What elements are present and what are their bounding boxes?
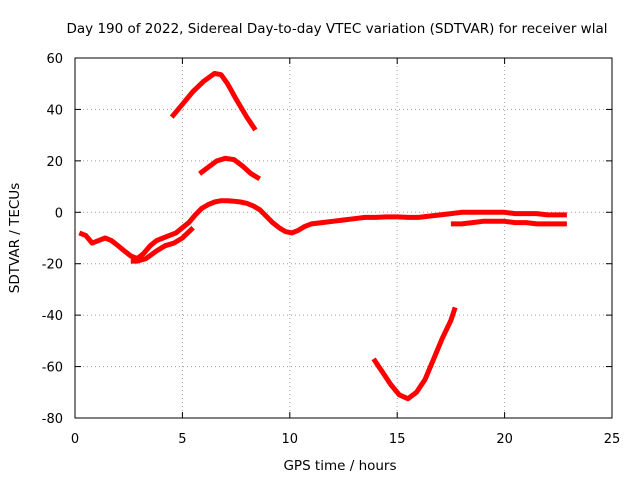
x-tick-label: 5 — [178, 432, 186, 447]
y-tick-label: 0 — [55, 206, 63, 221]
series-line-upper-band — [450, 218, 567, 227]
x-tick-label: 25 — [604, 432, 621, 447]
series-line-peak-55 — [169, 70, 258, 132]
chart-title: Day 190 of 2022, Sidereal Day-to-day VTE… — [67, 21, 608, 37]
series-line-main-trace-lower — [130, 225, 195, 264]
y-tick-label: 60 — [46, 52, 63, 67]
y-tick-label: -20 — [42, 258, 63, 273]
y-tick-labels: -80 -60 -40 -20 0 20 40 60 — [42, 52, 63, 427]
series-layer — [78, 70, 567, 402]
x-tick-labels: 0 5 10 15 20 25 — [71, 432, 620, 447]
plot-frame — [74, 57, 613, 419]
x-axis-label: GPS time / hours — [283, 458, 396, 474]
y-tick-label: -60 — [42, 361, 63, 376]
y-tick-label: -40 — [42, 309, 63, 324]
y-axis-label: SDTVAR / TECUs — [7, 183, 23, 293]
x-tick-label: 20 — [496, 432, 513, 447]
series-line-peak-21 — [198, 155, 261, 182]
x-tick-label: 10 — [282, 432, 299, 447]
series-line-dip-72 — [371, 306, 458, 402]
x-tick-label: 0 — [71, 432, 79, 447]
ticks — [74, 57, 613, 419]
y-tick-label: -80 — [42, 412, 63, 427]
series-line-main-trace — [78, 198, 567, 262]
grid — [75, 58, 612, 418]
y-tick-label: 20 — [46, 155, 63, 170]
y-tick-label: 40 — [46, 103, 63, 118]
x-tick-label: 15 — [389, 432, 406, 447]
